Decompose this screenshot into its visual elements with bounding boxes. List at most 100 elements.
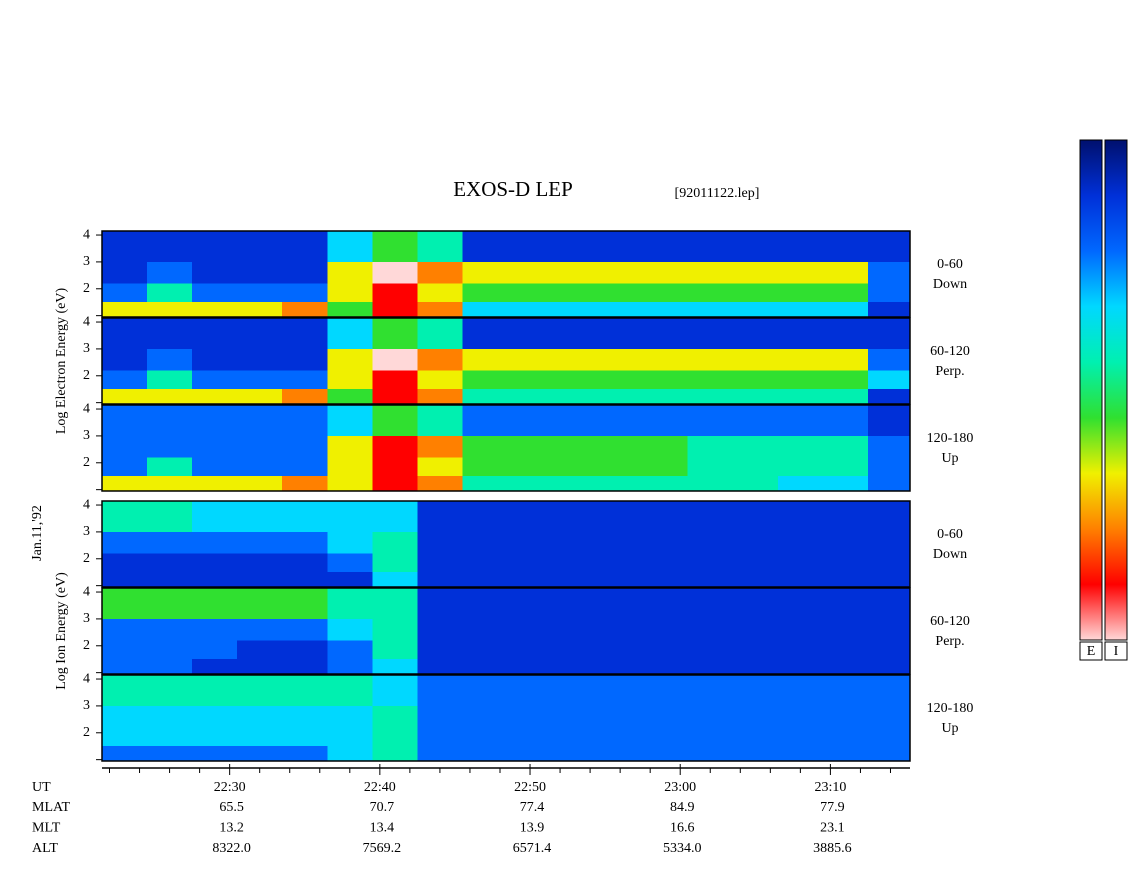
orbit-value: 65.5 [219,800,244,815]
panel-frame [101,674,911,762]
spectrogram-cell [192,618,238,641]
spectrogram-cell [282,405,328,436]
spectrogram-cell [777,746,823,761]
spectrogram-cell [237,283,283,303]
spectrogram-cell [597,659,643,674]
spectrogram-cell [822,618,868,641]
spectrogram-cell [597,318,643,349]
y-tick-label: 4 [83,671,90,686]
spectrogram-cell [687,659,733,674]
spectrogram-cell [372,531,418,554]
colorbar-label: E [1087,644,1096,659]
spectrogram-cell [462,261,508,284]
spectrogram-cell [597,501,643,532]
spectrogram-cell [552,457,598,477]
colorbar [1104,139,1128,641]
spectrogram-cell [147,618,193,641]
spectrogram-cell [282,389,328,404]
spectrogram-cell [147,501,193,532]
spectrogram-cell [237,476,283,491]
spectrogram-cell [192,531,238,554]
y-tick-label: 3 [83,524,90,539]
spectrogram-cell [192,302,238,317]
spectrogram-cell [237,231,283,262]
panel-angle: 120-180 [927,431,974,446]
orbit-value: 13.2 [219,821,244,836]
y-tick-label: 3 [83,341,90,356]
orbit-value: 13.9 [520,821,545,836]
spectrogram-cell [192,675,238,706]
spectrogram-cell [642,370,688,390]
spectrogram-cell [642,675,688,706]
spectrogram-cell [732,231,778,262]
orbit-value: 77.4 [520,800,545,815]
spectrogram-cell [102,457,148,477]
spectrogram-cell [777,457,823,477]
spectrogram-cell [777,553,823,573]
spectrogram-cell [552,389,598,404]
spectrogram-cell [327,405,373,436]
spectrogram-cell [687,476,733,491]
spectrogram-cell [507,283,553,303]
spectrogram-cell [597,618,643,641]
spectrogram-cell [732,283,778,303]
spectrogram-cell [417,435,463,458]
spectrogram-cell [282,435,328,458]
y-tick-label: 3 [83,611,90,626]
spectrogram-cell [102,348,148,371]
spectrogram-cell [597,531,643,554]
spectrogram-cell [867,588,910,619]
y-tick-label: 4 [83,497,90,512]
spectrogram-cell [327,618,373,641]
y-tick-label: 4 [83,314,90,329]
spectrogram-cell [237,531,283,554]
spectrogram-cell [327,501,373,532]
spectrogram-cell [147,659,193,674]
spectrogram-cell [867,476,910,491]
spectrogram-cell [102,501,148,532]
spectrogram-cell [507,618,553,641]
spectrogram-cell [102,640,148,660]
spectrogram-cell [597,727,643,747]
orbit-value: 23.1 [820,821,845,836]
spectrogram-cell [687,231,733,262]
spectrogram-cell [822,572,868,587]
spectrogram-cell [507,531,553,554]
spectrogram-cell [237,553,283,573]
spectrogram-cell [282,727,328,747]
spectrogram-cell [147,727,193,747]
spectrogram-cell [147,370,193,390]
spectrogram-cell [192,572,238,587]
spectrogram-cell [597,389,643,404]
spectrogram-cell [372,348,418,371]
spectrogram-cell [552,261,598,284]
spectrogram-cell [507,405,553,436]
spectrogram-cell [372,302,418,317]
spectrogram-cell [417,675,463,706]
orbit-value: 8322.0 [212,841,251,856]
spectrogram-cell [192,588,238,619]
y-tick-label: 3 [83,428,90,443]
spectrogram-cell [777,588,823,619]
spectrogram-cell [462,501,508,532]
panel-angle: 0-60 [937,527,963,542]
spectrogram-cell [372,640,418,660]
spectrogram-cell [372,476,418,491]
spectrogram-cell [327,370,373,390]
spectrogram-cell [237,302,283,317]
spectrogram-cell [237,659,283,674]
y-tick-label: 2 [83,638,90,653]
spectrogram-cell [867,318,910,349]
spectrogram-cell [597,435,643,458]
spectrogram-cell [822,318,868,349]
spectrogram-cell [327,531,373,554]
orbit-value: 5334.0 [663,841,702,856]
y-tick-label: 4 [83,227,90,242]
spectrogram-cell [822,231,868,262]
date-label: Jan.11,'92 [30,505,45,561]
spectrogram-cell [417,389,463,404]
spectrogram-cell [147,405,193,436]
panel-direction: Down [933,277,967,292]
spectrogram-cell [147,389,193,404]
spectrogram-cell [327,588,373,619]
